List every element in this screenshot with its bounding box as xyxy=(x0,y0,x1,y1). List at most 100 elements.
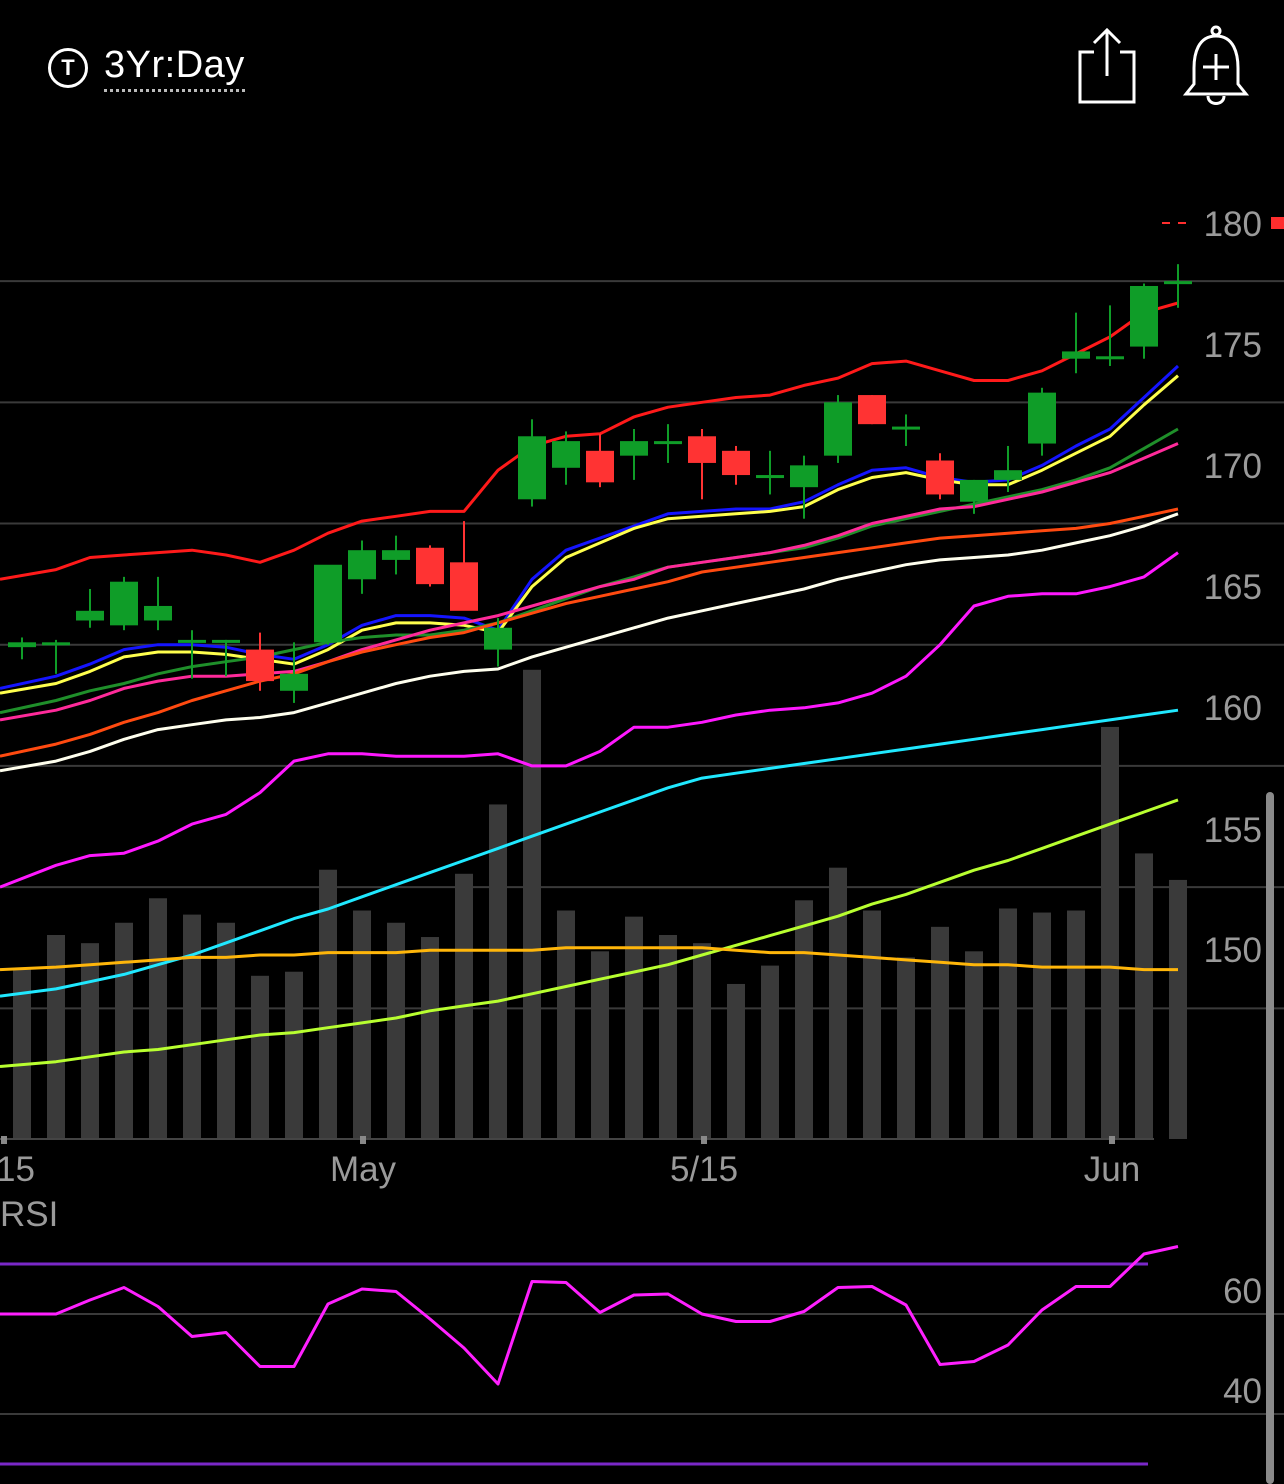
candle-body xyxy=(586,450,614,483)
overlay-ma_orange xyxy=(0,507,1179,758)
volume-bar xyxy=(387,922,405,1139)
candle-up xyxy=(1130,283,1158,359)
candle-body xyxy=(110,581,138,626)
candle-up xyxy=(1096,305,1124,366)
volume-bar xyxy=(1169,879,1187,1139)
candle-body xyxy=(926,460,954,495)
candle-body xyxy=(450,562,478,611)
candle-body xyxy=(1164,281,1192,285)
candle-up xyxy=(382,535,410,575)
volume-bar xyxy=(693,943,711,1139)
candle-body xyxy=(1096,356,1124,360)
volume-bar xyxy=(761,965,779,1139)
candle-body xyxy=(246,649,274,682)
rsi-panel: RSI 60 40 xyxy=(0,1195,1284,1466)
candle-up xyxy=(212,639,240,677)
candle-up xyxy=(144,576,172,631)
rsi-label-60: 60 xyxy=(1223,1272,1262,1311)
volume-bars xyxy=(13,669,1187,1139)
date-label-jun: Jun xyxy=(1084,1150,1140,1189)
candle-down xyxy=(858,395,886,425)
overlay-ma_white xyxy=(0,512,1179,773)
candle-up xyxy=(994,445,1022,493)
candle-body xyxy=(76,610,104,621)
candle-body xyxy=(382,550,410,560)
candle-up xyxy=(892,414,920,446)
overlay-ma_gold xyxy=(0,946,1178,972)
candle-body xyxy=(892,426,920,430)
volume-bar xyxy=(47,935,65,1139)
candle-up xyxy=(1062,312,1090,374)
volume-bar xyxy=(421,937,439,1139)
candle-body xyxy=(484,627,512,650)
candle-body xyxy=(654,441,682,445)
volume-bar xyxy=(81,943,99,1139)
candle-up xyxy=(552,431,580,485)
overlay-ma_cyan xyxy=(0,708,1179,998)
volume-bar xyxy=(251,975,269,1139)
timeframe-icon: T xyxy=(48,48,88,88)
candle-body xyxy=(42,642,70,646)
overlay-bb_upper xyxy=(0,301,1179,581)
candle-up xyxy=(314,564,342,645)
price-label-155: 155 xyxy=(1204,811,1262,850)
candle-up xyxy=(960,479,988,514)
candle-body xyxy=(960,479,988,502)
candle-up xyxy=(178,630,206,679)
volume-bar xyxy=(591,951,609,1139)
candle-up xyxy=(42,639,70,674)
candle-up xyxy=(824,395,852,463)
rsi-line xyxy=(0,1245,1179,1386)
candle-down xyxy=(450,521,478,611)
candle-up xyxy=(620,429,648,480)
price-label-175: 175 xyxy=(1204,326,1262,365)
timeframe-selector[interactable]: T 3Yr:Day xyxy=(48,40,245,96)
price-axis: 180 175 170 165 160 155 150 xyxy=(1204,205,1262,970)
share-icon xyxy=(1078,27,1136,104)
candle-up xyxy=(790,455,818,519)
price-label-160: 160 xyxy=(1204,689,1262,728)
timeframe-label[interactable]: 3Yr:Day xyxy=(104,44,245,92)
candle-body xyxy=(722,450,750,476)
candle-body xyxy=(212,639,240,643)
last-price-marker xyxy=(1162,217,1284,229)
date-label-may: May xyxy=(330,1150,397,1189)
volume-bar xyxy=(13,969,31,1139)
rsi-title: RSI xyxy=(0,1195,58,1234)
candle-up xyxy=(1028,387,1056,456)
candle-up xyxy=(484,618,512,667)
volume-bar xyxy=(1067,910,1085,1139)
volume-bar xyxy=(965,951,983,1139)
volume-bar xyxy=(1101,726,1119,1139)
volume-bar xyxy=(1033,912,1051,1139)
candle-body xyxy=(348,550,376,580)
candle-body xyxy=(552,441,580,468)
volume-bar xyxy=(217,922,235,1139)
candle-up xyxy=(280,642,308,703)
volume-bar xyxy=(489,804,507,1139)
overlay-ma_lime xyxy=(0,798,1179,1068)
candlesticks xyxy=(8,264,1192,703)
volume-bar xyxy=(625,916,643,1139)
price-label-180: 180 xyxy=(1204,205,1262,244)
candle-body xyxy=(144,605,172,621)
volume-bar xyxy=(353,910,371,1139)
candle-up xyxy=(756,450,784,495)
scroll-indicator[interactable] xyxy=(1266,792,1274,1484)
candle-down xyxy=(416,545,444,587)
candle-body xyxy=(1130,285,1158,347)
volume-bar xyxy=(523,669,541,1139)
volume-bar xyxy=(727,983,745,1139)
candle-body xyxy=(280,673,308,691)
volume-bar xyxy=(1135,853,1153,1139)
candle-body xyxy=(790,465,818,488)
candle-body xyxy=(994,470,1022,480)
price-label-170: 170 xyxy=(1204,447,1262,486)
add-alert-button[interactable] xyxy=(1178,24,1254,110)
share-button[interactable] xyxy=(1072,24,1144,110)
volume-bar xyxy=(149,898,167,1139)
volume-bar xyxy=(897,957,915,1139)
candle-body xyxy=(620,441,648,456)
candle-body xyxy=(1062,351,1090,359)
